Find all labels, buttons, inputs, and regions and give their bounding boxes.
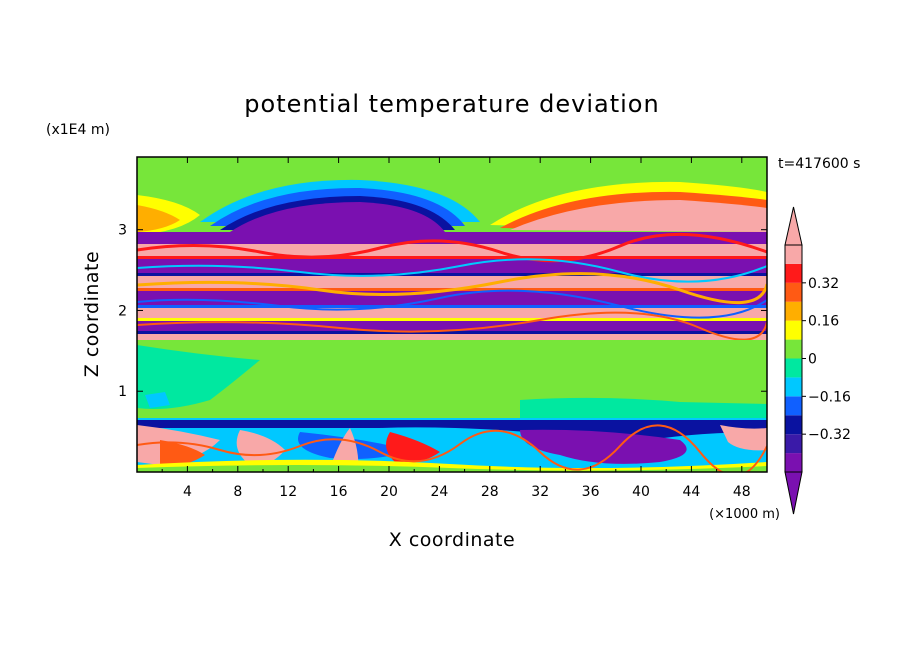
y-axis-label: Z coordinate: [81, 251, 103, 377]
plot-frame: [136, 156, 768, 473]
top-left-orange-lobe: [137, 205, 180, 232]
upper-purple-dome: [230, 202, 445, 232]
colorbar-swatch: [785, 415, 802, 435]
colorbar-swatch: [785, 320, 802, 340]
colorbar-tick-label: 0.16: [808, 314, 839, 330]
boundary-red-blob-mid: [386, 432, 440, 463]
boundary-pink-blob-right: [720, 425, 767, 451]
x-axis-unit: (×1000 m): [709, 507, 780, 522]
stripe-purple-3: [137, 291, 767, 307]
stripe-navy-edge-2: [137, 273, 767, 276]
x-axis-ticks: 4 8 12 16 20 24 28 32 36 40 44 48: [161, 157, 751, 500]
colorbar-bottom-arrow: [784, 471, 803, 515]
colorbar-swatch: [785, 339, 802, 359]
y-tick-label: 2: [118, 303, 127, 319]
stripe-wave-1: [137, 232, 767, 263]
colorbar-swatch: [785, 301, 802, 321]
colorbar-swatch: [785, 377, 802, 397]
boundary-red-blob-left: [160, 440, 205, 467]
x-axis-label: X coordinate: [389, 529, 515, 551]
x-tick-label: 44: [682, 484, 700, 500]
x-tick-label: 24: [430, 484, 448, 500]
x-tick-label: 8: [233, 484, 242, 500]
colorbar-tick-label: −0.32: [808, 427, 851, 443]
stripe-wave-4: [137, 289, 767, 319]
stripe-pink-4: [137, 334, 767, 340]
y-tick-label: 1: [118, 384, 127, 400]
x-tick-label: 20: [380, 484, 398, 500]
stripe-wave-3: [137, 272, 767, 305]
boundary-green-streak: [137, 465, 767, 472]
boundary-pink-blob-center: [236, 430, 285, 466]
x-tick-label: 40: [632, 484, 650, 500]
stripe-pink-3: [137, 308, 767, 320]
colorbar-swatch: [785, 245, 802, 264]
contour-field: [137, 157, 767, 472]
x-tick-label: 16: [330, 484, 348, 500]
stripe-wave-2: [137, 258, 767, 283]
x-tick-label: 12: [279, 484, 297, 500]
colorbar-tick-label: 0.32: [808, 276, 839, 292]
y-axis-unit: (x1E4 m): [46, 122, 110, 138]
colorbar-top-arrow: [784, 206, 803, 246]
colorbar: 0.32 0.16 0 −0.16 −0.32: [784, 206, 851, 515]
mid-cyan-speck: [145, 392, 170, 408]
colorbar-tick-label: −0.16: [808, 389, 851, 405]
colorbar-swatch: [785, 282, 802, 302]
colorbar-swatch: [785, 396, 802, 416]
x-tick-label: 28: [481, 484, 499, 500]
boundary-wave: [137, 424, 767, 472]
stripe-navy-edge-4: [137, 331, 767, 334]
y-axis-ticks: 1 2 3: [118, 223, 767, 400]
stripe-yellow-edge-3: [137, 318, 767, 321]
x-tick-label: 48: [733, 484, 751, 500]
colorbar-swatch: [785, 358, 802, 378]
x-tick-label: 32: [531, 484, 549, 500]
colorbar-swatch: [785, 453, 802, 472]
colorbar-swatch: [785, 434, 802, 454]
chart-title: potential temperature deviation: [244, 90, 659, 118]
y-tick-label: 3: [118, 223, 127, 239]
colorbar-swatch: [785, 263, 802, 283]
mid-teal-patch-left: [137, 345, 260, 409]
stripe-blue-edge-3: [137, 305, 767, 308]
x-tick-label: 36: [582, 484, 600, 500]
time-label: t=417600 s: [778, 156, 860, 172]
mid-teal-patch-right: [520, 397, 767, 418]
stripe-red-edge-1: [137, 256, 767, 259]
colorbar-tick-label: 0: [808, 352, 817, 368]
stripe-pink-1: [137, 244, 767, 258]
stripe-wave-5: [137, 311, 767, 341]
x-tick-label: 4: [183, 484, 192, 500]
upper-right-pink-arc: [510, 200, 767, 232]
boundary-purple-blob-right: [520, 429, 687, 464]
